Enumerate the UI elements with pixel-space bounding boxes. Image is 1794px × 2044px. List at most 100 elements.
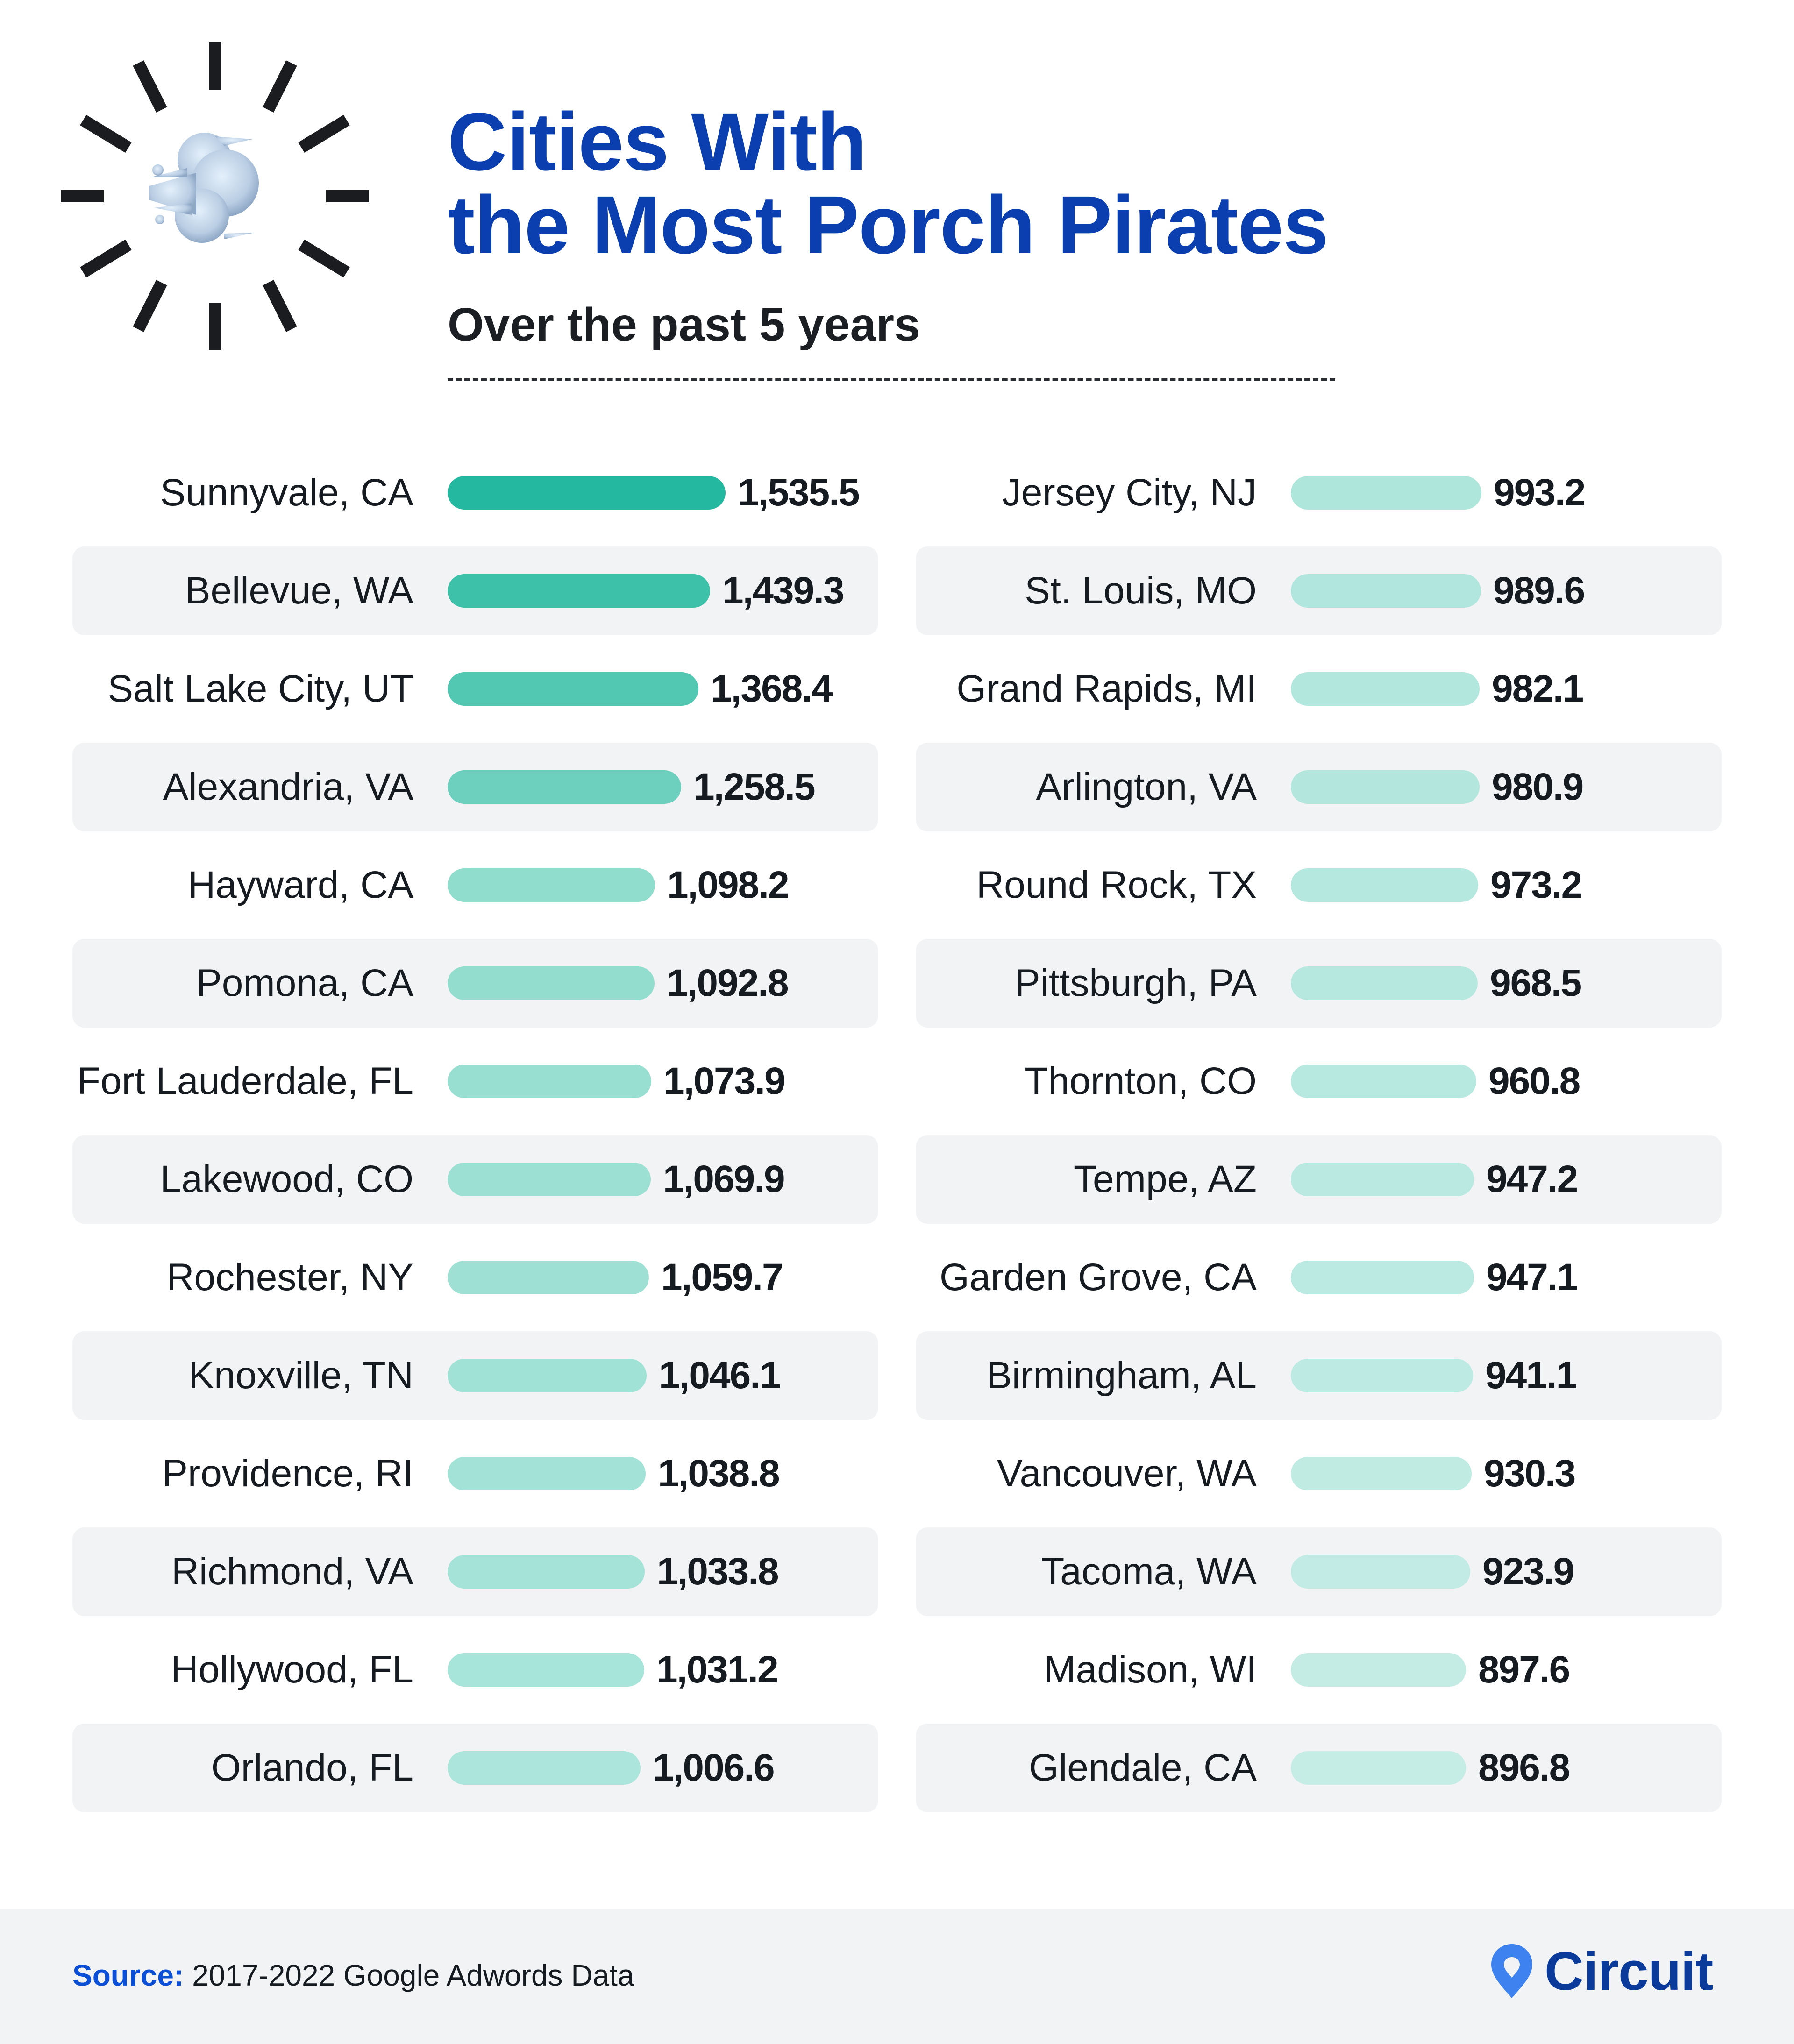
value-label: 1,258.5 [693,766,816,808]
city-label: Knoxville, TN [188,1354,413,1397]
city-label: Tempe, AZ [1074,1158,1257,1200]
city-label: Salt Lake City, UT [107,667,413,710]
table-row: Rochester, NY 1,059.7 [72,1233,878,1322]
footer: Source: 2017-2022 Google Adwords Data Ci… [0,1909,1794,2044]
value-label: 1,098.2 [667,864,790,906]
value-label: 1,069.9 [663,1158,785,1200]
brand-name: Circuit [1545,1941,1713,2001]
value-label: 947.1 [1486,1256,1578,1299]
map-pin-icon [1491,1944,1532,1998]
value-label: 980.9 [1492,766,1584,808]
city-label: Glendale, CA [1029,1746,1257,1789]
value-label: 960.8 [1488,1060,1580,1102]
city-label: Madison, WI [1044,1648,1257,1691]
value-label: 1,059.7 [661,1256,783,1299]
city-label: Providence, RI [162,1452,413,1495]
value-label: 923.9 [1482,1550,1574,1593]
city-label: Arlington, VA [1036,766,1257,808]
city-label: Jersey City, NJ [1002,471,1257,514]
city-label: Alexandria, VA [163,766,413,808]
table-row: Vancouver, WA 930.3 [916,1429,1722,1518]
value-label: 993.2 [1494,471,1586,514]
table-row: Jersey City, NJ 993.2 [916,448,1722,537]
value-bar [1291,1751,1466,1785]
city-label: Richmond, VA [171,1550,413,1593]
source-text: 2017-2022 Google Adwords Data [192,1959,634,1992]
source-label: Source: [72,1959,184,1992]
city-label: Hollywood, FL [171,1648,413,1691]
table-row: Alexandria, VA 1,258.5 [72,743,878,831]
table-row: Hayward, CA 1,098.2 [72,841,878,930]
title-line-2: the Most Porch Pirates [448,179,1329,271]
value-label: 941.1 [1485,1354,1577,1397]
table-row: Round Rock, TX 973.2 [916,841,1722,930]
dash-cloud-icon [150,133,259,243]
value-bar [448,476,726,510]
value-bar [1291,1163,1474,1196]
value-bar [1291,1065,1476,1098]
table-row: Salt Lake City, UT 1,368.4 [72,645,878,733]
city-label: Rochester, NY [166,1256,413,1299]
value-bar [1291,1261,1474,1294]
table-row: Grand Rapids, MI 982.1 [916,645,1722,733]
table-row: Birmingham, AL 941.1 [916,1331,1722,1420]
chart-subtitle: Over the past 5 years [448,298,920,351]
city-label: Pomona, CA [196,962,413,1004]
city-label: Hayward, CA [187,864,413,906]
value-bar [448,1261,649,1294]
value-label: 973.2 [1490,864,1582,906]
value-bar [1291,770,1480,804]
value-bar [1291,1555,1470,1589]
value-bar [1291,574,1481,608]
city-label: Garden Grove, CA [939,1256,1257,1299]
table-row: Thornton, CO 960.8 [916,1037,1722,1126]
table-row: St. Louis, MO 989.6 [916,546,1722,635]
value-bar [1291,672,1480,706]
value-label: 930.3 [1484,1452,1576,1495]
value-bar [1291,1457,1472,1490]
value-label: 1,046.1 [659,1354,781,1397]
city-label: Orlando, FL [211,1746,413,1789]
value-bar [1291,476,1481,510]
dashed-divider [448,378,1335,381]
value-bar [448,770,681,804]
value-bar [448,1359,647,1392]
city-label: Lakewood, CO [160,1158,413,1200]
value-label: 1,031.2 [656,1648,779,1691]
source-note: Source: 2017-2022 Google Adwords Data [72,1958,634,1993]
value-label: 1,006.6 [653,1746,775,1789]
city-label: Round Rock, TX [976,864,1257,906]
value-bar [1291,1359,1473,1392]
city-label: Grand Rapids, MI [956,667,1257,710]
city-label: Birmingham, AL [986,1354,1257,1397]
value-bar [1291,966,1478,1000]
value-bar [1291,868,1478,902]
chart-title: Cities With the Most Porch Pirates [448,100,1329,267]
value-label: 1,073.9 [663,1060,786,1102]
value-label: 968.5 [1490,962,1582,1004]
city-label: Sunnyvale, CA [160,471,413,514]
table-row: Fort Lauderdale, FL 1,073.9 [72,1037,878,1126]
city-label: Tacoma, WA [1041,1550,1257,1593]
value-bar [448,868,655,902]
title-line-1: Cities With [448,96,867,188]
table-row: Orlando, FL 1,006.6 [72,1724,878,1812]
value-label: 947.2 [1486,1158,1578,1200]
value-bar [1291,1653,1466,1687]
left-column: Sunnyvale, CA 1,535.5 Bellevue, WA 1,439.3 S… [72,448,878,1822]
value-bar [448,1065,651,1098]
table-row: Tempe, AZ 947.2 [916,1135,1722,1224]
dash-burst-icon [61,42,369,350]
value-bar [448,1555,645,1589]
table-row: Tacoma, WA 923.9 [916,1527,1722,1616]
value-bar [448,574,710,608]
table-row: Richmond, VA 1,033.8 [72,1527,878,1616]
table-row: Bellevue, WA 1,439.3 [72,546,878,635]
value-label: 897.6 [1478,1648,1570,1691]
value-bar [448,1751,641,1785]
table-row: Sunnyvale, CA 1,535.5 [72,448,878,537]
city-label: Thornton, CO [1025,1060,1257,1102]
city-label: St. Louis, MO [1025,569,1257,612]
value-bar [448,1653,644,1687]
value-label: 1,033.8 [657,1550,779,1593]
